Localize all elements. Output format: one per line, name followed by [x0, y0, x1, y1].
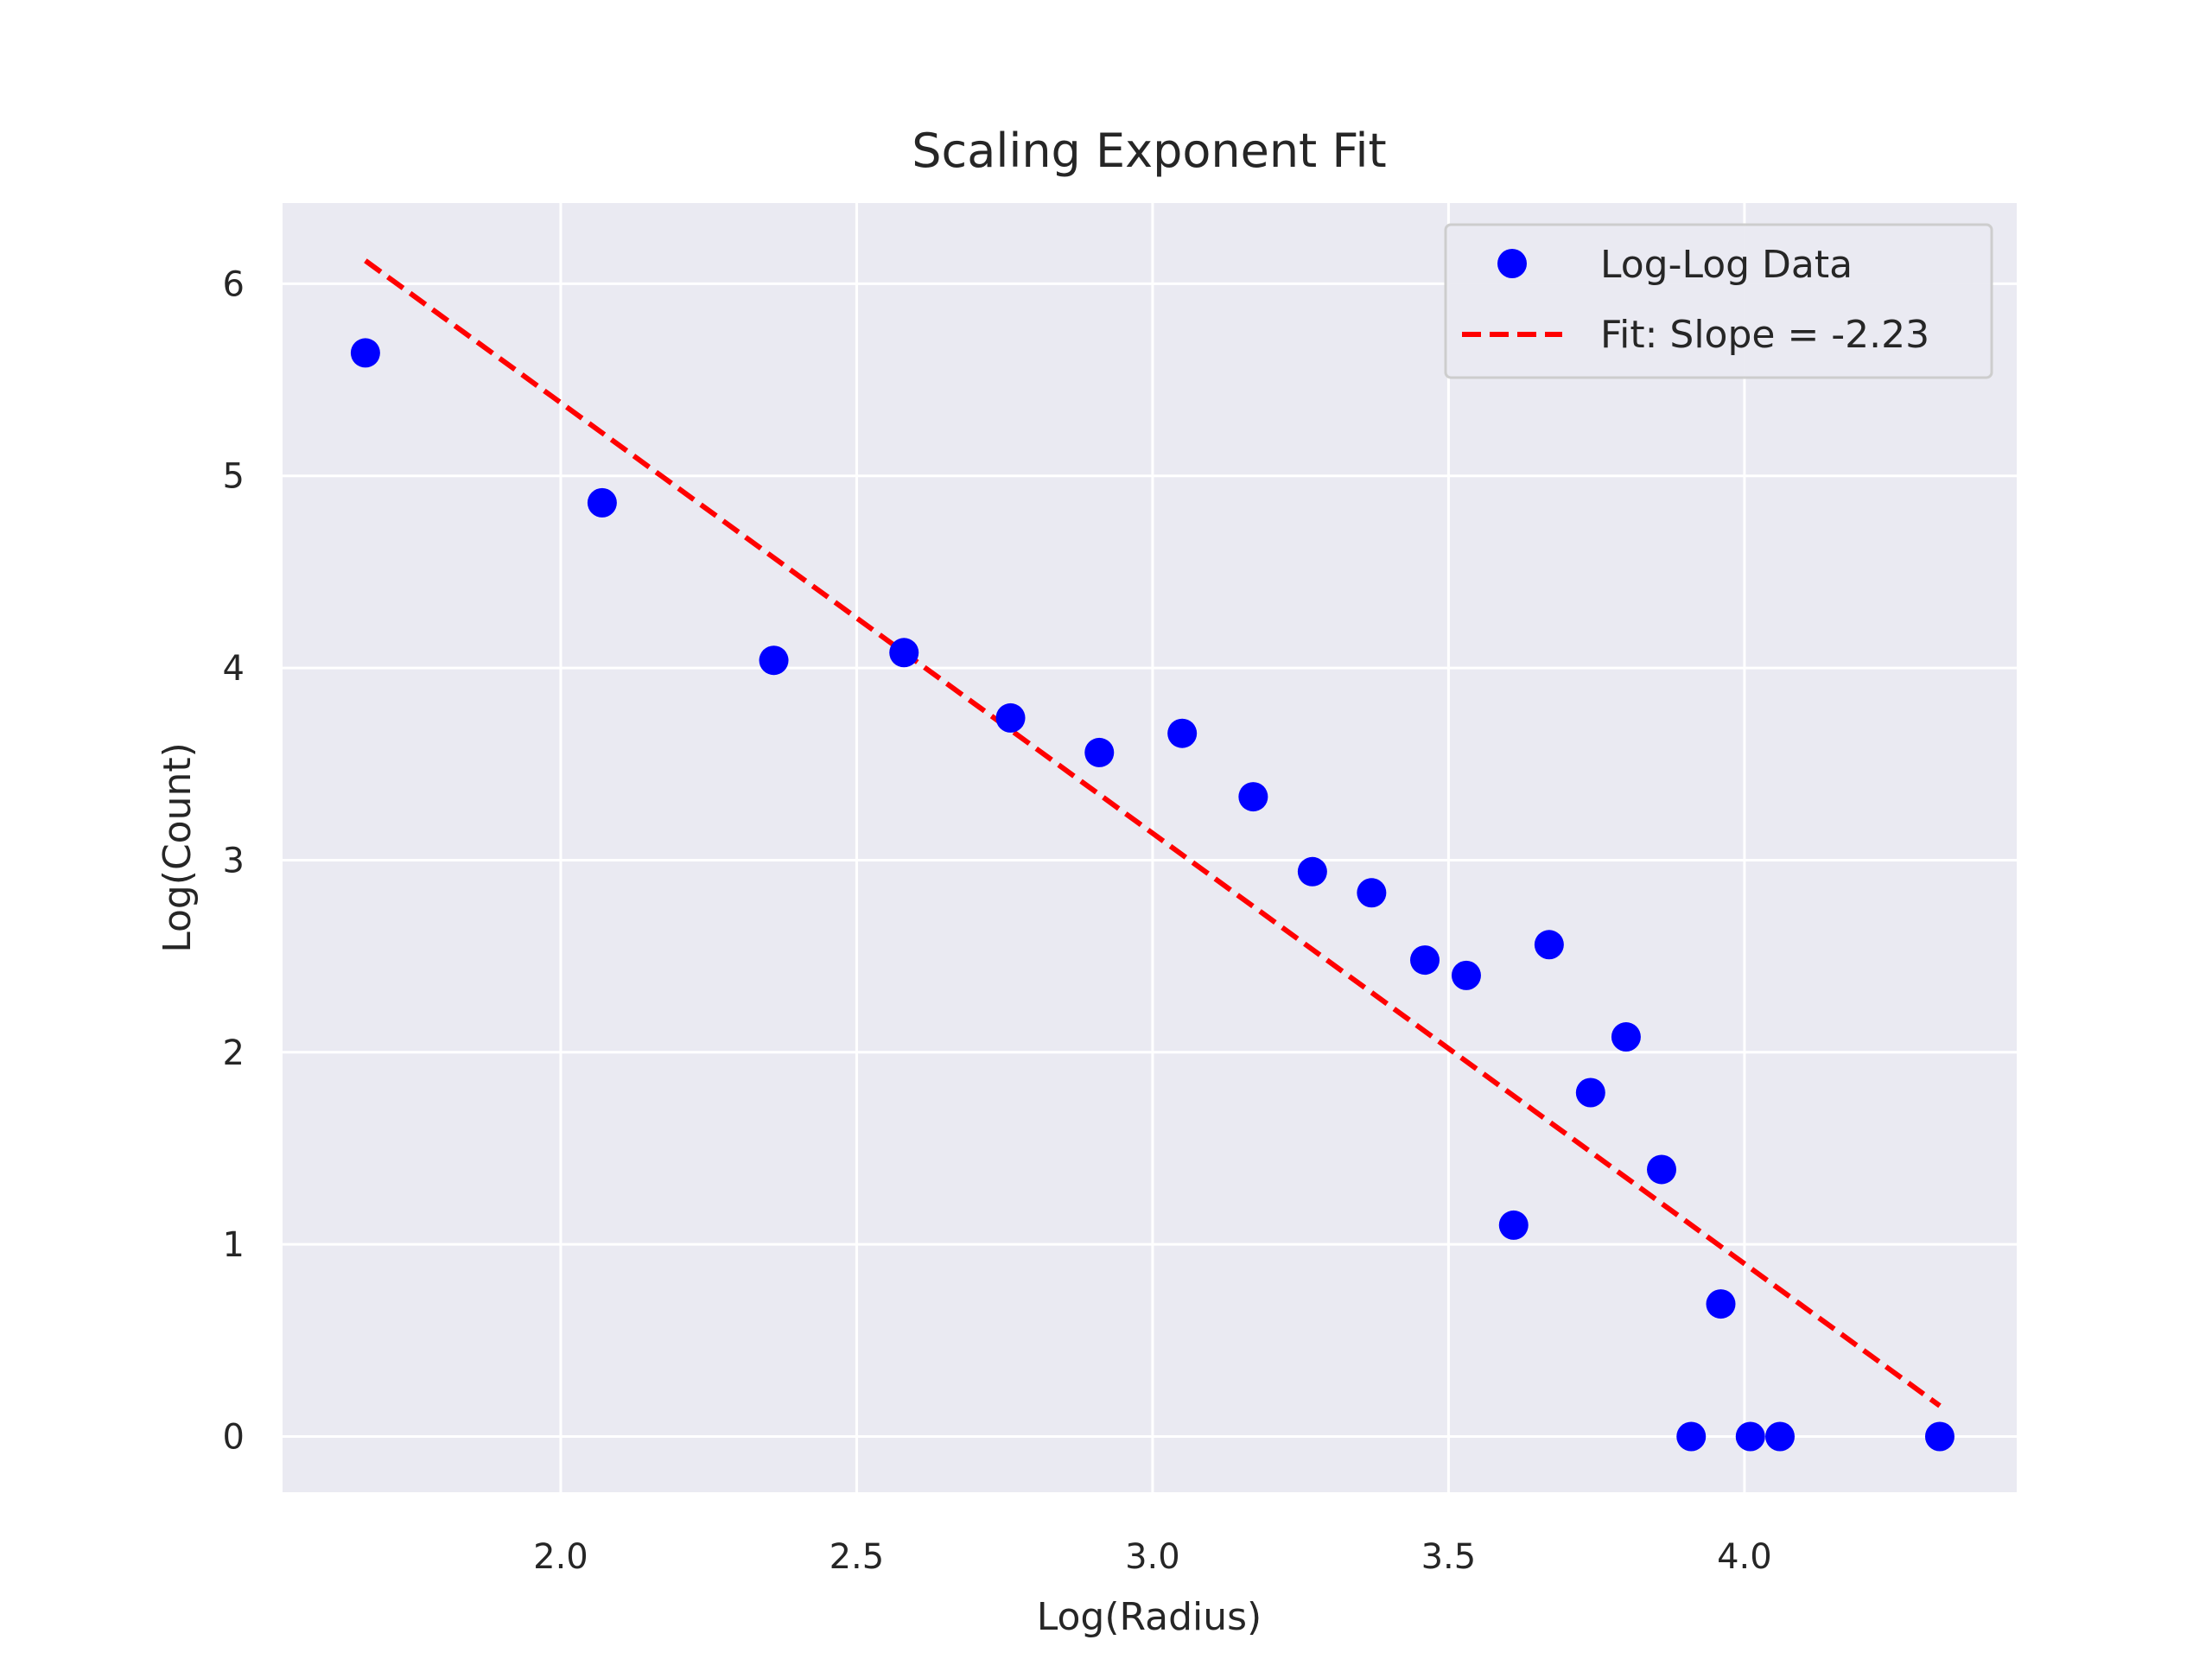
data-point [1765, 1421, 1796, 1452]
y-axis-label: Log(Count) [156, 742, 200, 953]
data-point [1451, 960, 1481, 990]
legend-label-points: Log-Log Data [1600, 243, 1853, 287]
data-point [1575, 1077, 1605, 1108]
data-point [1498, 1210, 1529, 1240]
y-tick-label: 1 [223, 1225, 245, 1265]
data-point [350, 338, 380, 368]
data-point [587, 487, 617, 518]
data-point [1084, 737, 1115, 767]
y-tick-labels: 0 1 2 3 4 5 6 [223, 264, 245, 1457]
data-point [759, 645, 789, 676]
data-point [1647, 1154, 1677, 1185]
x-tick-label: 4.0 [1717, 1537, 1772, 1577]
data-point [995, 702, 1026, 733]
fit-line-layer [364, 258, 1942, 1408]
data-point [889, 638, 919, 668]
data-point [1676, 1421, 1707, 1452]
legend-label-fit: Fit: Slope = -2.23 [1600, 313, 1929, 357]
y-tick-label: 4 [223, 649, 245, 689]
legend-marker-points [1497, 249, 1527, 278]
x-tick-label: 3.5 [1421, 1537, 1477, 1577]
data-point [1534, 930, 1564, 960]
y-tick-label: 2 [223, 1033, 245, 1073]
data-point [1924, 1421, 1955, 1452]
data-point [1735, 1421, 1765, 1452]
grid-lines [283, 203, 2017, 1492]
data-points-layer [350, 338, 1955, 1452]
y-tick-label: 0 [223, 1418, 245, 1458]
x-tick-label: 3.0 [1125, 1537, 1180, 1577]
y-tick-label: 6 [223, 264, 245, 304]
x-axis-label: Log(Radius) [1037, 1595, 1262, 1639]
x-tick-label: 2.5 [830, 1537, 885, 1577]
y-tick-label: 3 [223, 841, 245, 880]
x-tick-labels: 2.0 2.5 3.0 3.5 4.0 [533, 1537, 1772, 1577]
plot-area [283, 203, 2017, 1492]
data-point [1410, 945, 1440, 976]
data-point [1238, 782, 1268, 812]
data-point [1357, 878, 1387, 908]
legend-box [1444, 223, 1993, 379]
x-tick-label: 2.0 [533, 1537, 588, 1577]
chart-title: Scaling Exponent Fit [912, 124, 1386, 178]
data-point [1706, 1289, 1736, 1319]
y-tick-label: 5 [223, 457, 245, 497]
fit-line [364, 258, 1942, 1408]
data-point [1611, 1022, 1641, 1052]
data-point [1297, 856, 1327, 887]
legend: Log-Log Data Fit: Slope = -2.23 [1444, 223, 1993, 379]
data-point [1167, 718, 1198, 748]
